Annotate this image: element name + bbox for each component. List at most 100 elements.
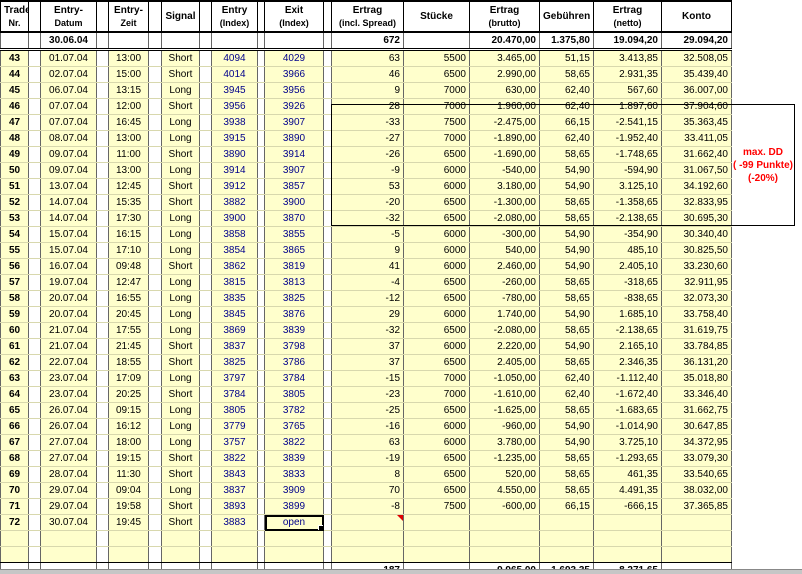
cell-separator[interactable]	[199, 98, 212, 115]
cell-zeit[interactable]: 15:35	[108, 194, 149, 211]
cell-zeit[interactable]: 16:15	[108, 226, 149, 243]
cell-separator[interactable]	[148, 386, 162, 403]
cell-signal[interactable]	[161, 530, 200, 547]
header-exit[interactable]: Exit (Index)	[264, 0, 324, 33]
cell-separator[interactable]	[28, 370, 41, 387]
cell-separator[interactable]	[28, 418, 41, 435]
cell-zeit[interactable]: 11:30	[108, 466, 149, 483]
cell-netto[interactable]: -2.138,65	[593, 322, 662, 339]
cell-signal[interactable]: Short	[161, 466, 200, 483]
cell-netto[interactable]: -666,15	[593, 498, 662, 515]
cell-separator[interactable]	[148, 450, 162, 467]
cell-nr[interactable]: 64	[0, 386, 29, 403]
cell-separator[interactable]	[199, 146, 212, 163]
cell-separator[interactable]	[28, 226, 41, 243]
cell-separator[interactable]	[257, 146, 265, 163]
cell-separator[interactable]	[148, 530, 162, 547]
cell-separator[interactable]	[199, 530, 212, 547]
cell-separator[interactable]	[148, 402, 162, 419]
cell-separator[interactable]	[96, 210, 109, 227]
cell-nr[interactable]: 66	[0, 418, 29, 435]
cell-separator[interactable]	[28, 290, 41, 307]
cell-konto[interactable]: 33.346,40	[661, 386, 732, 403]
cell-datum[interactable]: 23.07.04	[40, 386, 97, 403]
header-separator[interactable]	[96, 0, 109, 33]
cell-signal[interactable]	[161, 32, 200, 51]
cell-separator[interactable]	[28, 498, 41, 515]
header-separator[interactable]	[148, 0, 162, 33]
cell-exit[interactable]	[264, 32, 324, 51]
cell-separator[interactable]	[323, 386, 332, 403]
cell-separator[interactable]	[148, 482, 162, 499]
cell-separator[interactable]	[148, 82, 162, 99]
cell-brutto[interactable]: 3.780,00	[469, 434, 540, 451]
cell-separator[interactable]	[148, 322, 162, 339]
cell-zeit[interactable]: 19:15	[108, 450, 149, 467]
cell-zeit[interactable]: 12:00	[108, 98, 149, 115]
cell-pts[interactable]	[331, 514, 404, 531]
cell-pts[interactable]: -4	[331, 274, 404, 291]
cell-nr[interactable]: 56	[0, 258, 29, 275]
cell-separator[interactable]	[257, 242, 265, 259]
cell-zeit[interactable]: 15:00	[108, 66, 149, 83]
cell-separator[interactable]	[148, 32, 162, 51]
cell-brutto[interactable]: -1.690,00	[469, 146, 540, 163]
cell-stk[interactable]: 6500	[403, 274, 470, 291]
cell-datum[interactable]: 08.07.04	[40, 130, 97, 147]
cell-pts[interactable]: -9	[331, 162, 404, 179]
cell-stk[interactable]: 6000	[403, 178, 470, 195]
cell-exit[interactable]	[264, 546, 324, 563]
cell-geb[interactable]: 58,65	[539, 466, 594, 483]
cell-nr[interactable]: 70	[0, 482, 29, 499]
cell-separator[interactable]	[148, 546, 162, 563]
cell-separator[interactable]	[96, 498, 109, 515]
cell-netto[interactable]: -1.014,90	[593, 418, 662, 435]
cell-separator[interactable]	[257, 322, 265, 339]
cell-datum[interactable]: 01.07.04	[40, 49, 97, 67]
cell-entry[interactable]: 3858	[211, 226, 258, 243]
cell-exit[interactable]: 3839	[264, 450, 324, 467]
cell-stk[interactable]: 7500	[403, 114, 470, 131]
cell-signal[interactable]: Long	[161, 274, 200, 291]
cell-datum[interactable]	[40, 530, 97, 547]
cell-brutto[interactable]: -780,00	[469, 290, 540, 307]
cell-separator[interactable]	[323, 306, 332, 323]
cell-zeit[interactable]: 11:00	[108, 146, 149, 163]
cell-netto[interactable]: 485,10	[593, 242, 662, 259]
cell-separator[interactable]	[96, 434, 109, 451]
cell-netto[interactable]: -1.112,40	[593, 370, 662, 387]
cell-separator[interactable]	[323, 370, 332, 387]
cell-entry[interactable]: 3835	[211, 290, 258, 307]
cell-separator[interactable]	[96, 322, 109, 339]
cell-brutto[interactable]: -540,00	[469, 162, 540, 179]
cell-exit[interactable]: 3926	[264, 98, 324, 115]
cell-stk[interactable]: 6000	[403, 258, 470, 275]
cell-nr[interactable]: 63	[0, 370, 29, 387]
cell-signal[interactable]: Short	[161, 49, 200, 67]
cell-nr[interactable]: 69	[0, 466, 29, 483]
cell-pts[interactable]: 37	[331, 338, 404, 355]
cell-separator[interactable]	[323, 514, 332, 531]
cell-separator[interactable]	[257, 482, 265, 499]
cell-separator[interactable]	[323, 49, 332, 67]
cell-konto[interactable]: 32.911,95	[661, 274, 732, 291]
cell-separator[interactable]	[148, 434, 162, 451]
cell-konto[interactable]: 32.073,30	[661, 290, 732, 307]
cell-exit[interactable]: 3798	[264, 338, 324, 355]
cell-konto[interactable]: 30.647,85	[661, 418, 732, 435]
cell-exit[interactable]: 3825	[264, 290, 324, 307]
header-separator[interactable]	[199, 0, 212, 33]
cell-konto[interactable]: 35.018,80	[661, 370, 732, 387]
cell-separator[interactable]	[323, 32, 332, 51]
cell-entry[interactable]: 3882	[211, 194, 258, 211]
cell-nr[interactable]	[0, 530, 29, 547]
cell-nr[interactable]: 59	[0, 306, 29, 323]
cell-entry[interactable]: 3945	[211, 82, 258, 99]
cell-pts[interactable]: 9	[331, 82, 404, 99]
cell-konto[interactable]: 30.340,40	[661, 226, 732, 243]
header-datum[interactable]: Entry- Datum	[40, 0, 97, 33]
cell-nr[interactable]: 53	[0, 210, 29, 227]
cell-separator[interactable]	[148, 466, 162, 483]
cell-geb[interactable]	[539, 546, 594, 563]
cell-separator[interactable]	[28, 274, 41, 291]
